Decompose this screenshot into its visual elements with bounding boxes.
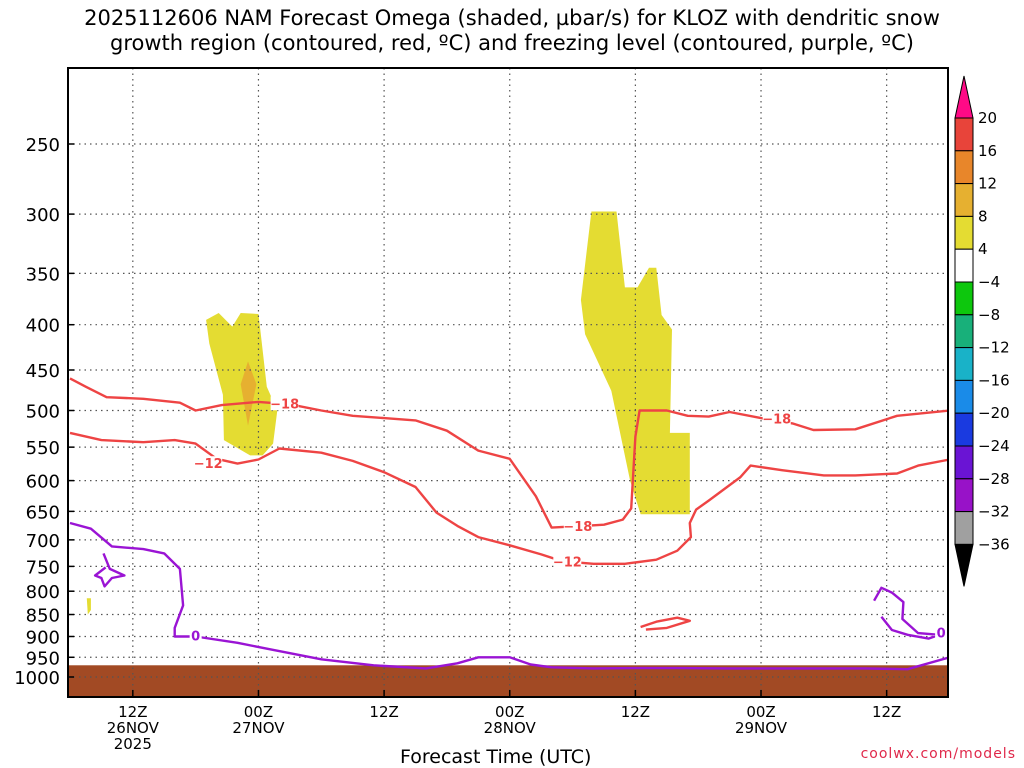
y-tick-label: 750 [26,557,60,578]
contour-label-bg [553,554,582,569]
colorbar-segment [954,281,974,316]
colorbar-bottom-arrow [954,543,974,587]
contour-label: −12 [194,457,223,472]
colorbar-segment [954,150,974,185]
credit-text[interactable]: coolwx.com/models [860,746,1016,762]
colorbar-label: 20 [978,109,997,127]
contour-label: 0 [937,626,946,641]
colorbar-label: −8 [978,306,1000,324]
colorbar-label: −32 [978,503,1010,521]
x-tick-label: 00Z [495,703,524,721]
x-tick-label: 12Z [621,703,650,721]
y-tick-label: 350 [26,264,60,285]
omega-shaded-region-3 [580,211,690,515]
colorbar-segment [954,445,974,480]
x-tick-label: 12Z [872,703,901,721]
y-tick-label: 400 [26,316,60,337]
contour-label-bg [935,625,948,640]
colorbar-label: −24 [978,437,1010,455]
x-tick-label: 00Z [244,703,273,721]
chart-title: 2025112606 NAM Forecast Omega (shaded, µ… [0,6,1024,56]
x-tick-label: 27NOV [232,719,285,737]
y-tick-label: 250 [26,135,60,156]
chart-title-line-1: 2025112606 NAM Forecast Omega (shaded, µ… [84,6,940,30]
contour-label: −18 [762,413,791,428]
colorbar-label: −4 [978,273,1000,291]
contour-line-6 [640,616,691,631]
colorbar-label: −20 [978,404,1010,422]
x-tick-label: 28NOV [484,719,537,737]
y-tick-label: 1000 [14,668,60,689]
y-tick-label: 800 [26,582,60,603]
x-axis-title: Forecast Time (UTC) [400,746,592,768]
y-tick-label: 550 [26,438,60,459]
omega-shaded-region-4 [86,598,91,615]
y-tick-label: 950 [26,648,60,669]
terrain-below-ground [68,665,948,697]
contour-line-5 [93,552,126,588]
x-tick-label: 29NOV [735,719,788,737]
contour-label-bg [270,396,299,411]
y-tick-label: 500 [26,402,60,423]
contour-label-bg [194,456,223,471]
y-tick-label: 450 [26,361,60,382]
colorbar-segment [954,314,974,349]
contour-line-4 [873,586,948,640]
colorbar-segment [954,117,974,152]
omega-shaded-region-2 [240,361,257,426]
contour-label-bg [189,628,202,643]
contour-line-3 [69,521,948,671]
x-tick-label: 12Z [118,703,147,721]
colorbar-label: 4 [978,240,988,258]
contour-label-bg [762,411,791,426]
colorbar-segment [954,215,974,250]
contour-label: −18 [563,520,592,535]
colorbar-segment [954,412,974,447]
colorbar-segment [954,478,974,513]
colorbar-label: −16 [978,371,1010,389]
x-tick-label: 2025 [114,735,152,753]
colorbar-segment [954,347,974,381]
y-tick-label: 650 [26,502,60,523]
colorbar-label: −12 [978,339,1010,357]
x-tick-label: 12Z [369,703,398,721]
colorbar-segment [954,379,974,414]
contour-label: −12 [553,555,582,570]
colorbar-segment [954,183,974,217]
colorbar-label: 8 [978,207,988,225]
y-tick-label: 600 [26,472,60,493]
colorbar-label: −36 [978,535,1010,553]
plot-frame [67,67,949,698]
y-tick-label: 300 [26,205,60,226]
y-tick-label: 850 [26,606,60,627]
contour-label: 0 [191,629,200,644]
x-tick-label: 26NOV [107,719,160,737]
colorbar-label: −28 [978,470,1010,488]
chart-title-line-2: growth region (contoured, red, ºC) and f… [110,31,914,55]
y-tick-label: 700 [26,531,60,552]
colorbar-segment [954,248,974,283]
colorbar-top-arrow [954,75,974,119]
colorbar-label: 12 [978,175,997,193]
contour-label: −18 [270,397,299,412]
y-tick-label: 900 [26,627,60,648]
x-tick-label: 00Z [746,703,775,721]
contour-line-2 [69,431,948,565]
contour-label-bg [563,519,592,534]
colorbar-label: 16 [978,142,997,160]
contour-line-1 [69,377,948,529]
colorbar-segment [954,511,974,545]
